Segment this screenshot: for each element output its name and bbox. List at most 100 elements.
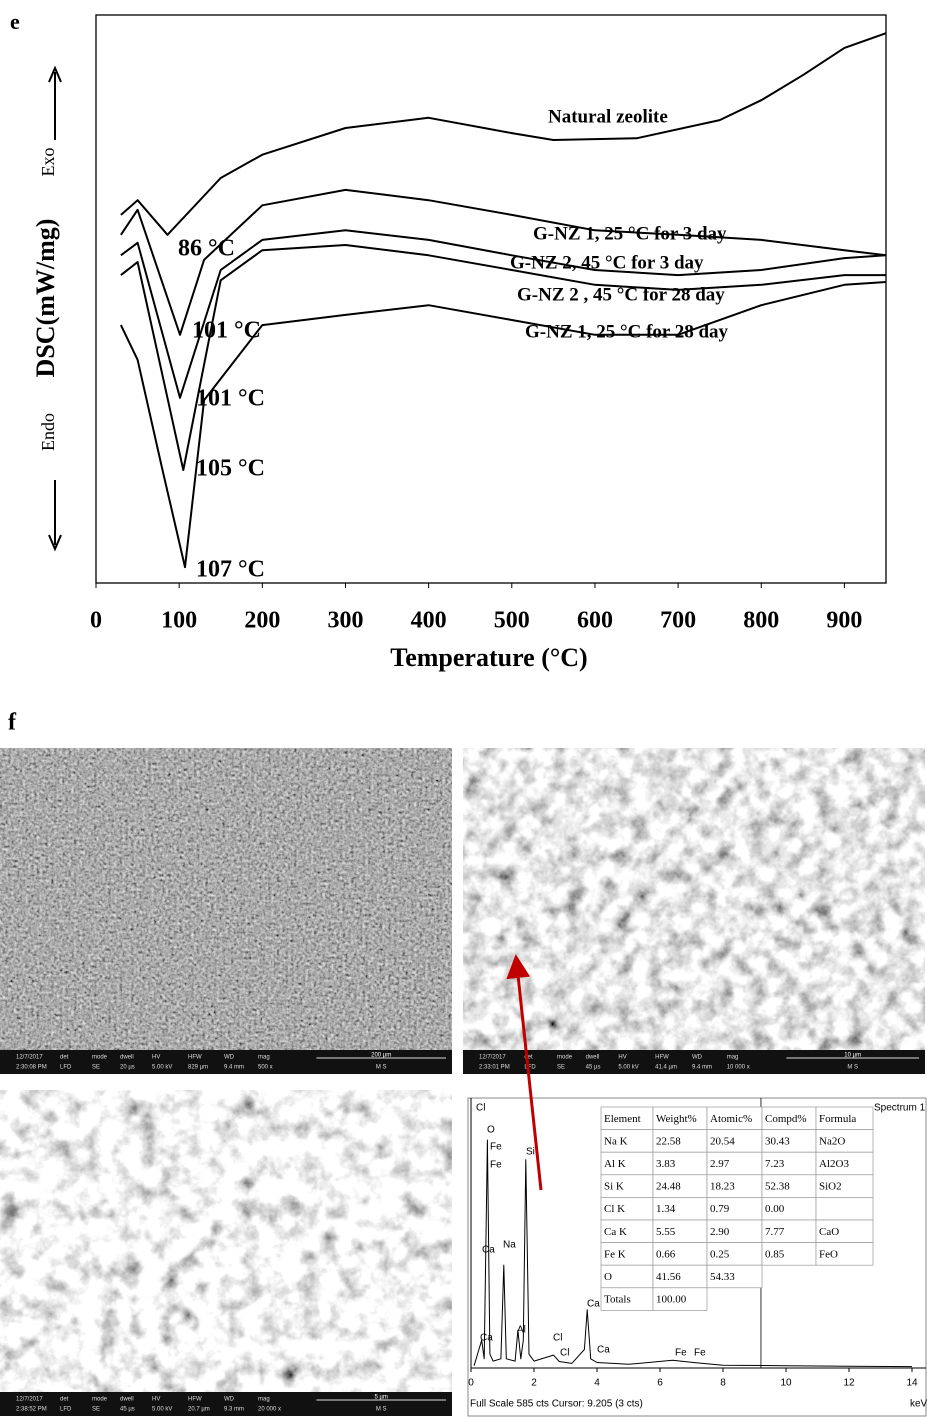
table-text: Atomic% — [710, 1113, 752, 1125]
spectrum — [473, 1139, 913, 1368]
peak-label: Na — [503, 1240, 516, 1251]
table-text: 0.79 — [710, 1203, 730, 1215]
peak-label: Fe — [490, 1142, 502, 1153]
table-text: 2.97 — [710, 1158, 730, 1170]
sem-header: det — [60, 1055, 69, 1061]
table-text: 5.55 — [656, 1226, 676, 1238]
sem-value: SE — [92, 1065, 100, 1071]
dsc-curve — [119, 281, 887, 569]
x-tick-label: 0 — [468, 1378, 474, 1389]
spectrum-title: Spectrum 1 — [874, 1103, 926, 1114]
sem-header: dwell — [586, 1055, 600, 1061]
table-text: 41.56 — [656, 1271, 681, 1283]
sem-value: 9.4 mm — [224, 1065, 244, 1071]
table-text: Formula — [819, 1113, 856, 1125]
table-text: Si K — [604, 1181, 624, 1193]
peak-label: Fe — [675, 1348, 687, 1359]
x-axis-label: keV — [910, 1399, 927, 1410]
sem-value: 20 µs — [120, 1065, 135, 1071]
table-text: 0.85 — [765, 1248, 785, 1260]
sem-header: mode — [557, 1055, 573, 1061]
x-tick-label: 12 — [843, 1378, 855, 1389]
plot-frame — [95, 14, 887, 584]
sem-header: mode — [92, 1055, 108, 1061]
table-text: Weight% — [656, 1113, 697, 1125]
endo-arrow-head — [48, 534, 62, 552]
sem-image — [0, 1090, 452, 1392]
table-text: Totals — [604, 1294, 631, 1306]
x-tick-label: 600 — [577, 608, 613, 634]
sem-value: LFD — [524, 1065, 536, 1071]
sem-value: 5.00 kV — [618, 1065, 638, 1071]
sem-header: HV — [152, 1055, 160, 1061]
table-text: Cl K — [604, 1203, 625, 1215]
sem-time: 2:38:52 PM — [16, 1407, 47, 1413]
dsc-curve — [120, 32, 887, 236]
sem-info-bar — [0, 1050, 452, 1074]
sem-value: 45 µs — [586, 1065, 601, 1071]
sem-header: HFW — [188, 1055, 202, 1061]
table-text: Na K — [604, 1135, 628, 1147]
sem-header: HFW — [188, 1397, 202, 1403]
sem-header: mag — [258, 1055, 270, 1061]
sem-value: LFD — [60, 1407, 72, 1413]
x-tick-label: 200 — [244, 608, 280, 634]
peak-label: Cl — [553, 1333, 562, 1344]
sem-header: det — [524, 1055, 533, 1061]
series-label: G-NZ 1, 25 °C for 3 day — [533, 223, 727, 244]
sem-value: 829 µm — [188, 1065, 208, 1071]
peak-label: Al — [517, 1325, 526, 1336]
table-text: O — [604, 1271, 612, 1283]
peak-label: Fe — [490, 1160, 502, 1171]
footer: Full Scale 585 cts Cursor: 9.205 (3 cts) — [470, 1399, 643, 1410]
sem-label: M S — [847, 1065, 858, 1071]
x-tick-label: 4 — [594, 1378, 600, 1389]
sem-value: 9.3 mm — [224, 1407, 244, 1413]
exo-label: Exo — [38, 148, 58, 177]
sem-header: WD — [692, 1055, 703, 1061]
sem-date: 12/7/2017 — [16, 1397, 43, 1403]
table-text: 24.48 — [656, 1181, 681, 1193]
sem-value: 5.00 kV — [152, 1407, 172, 1413]
sem-label: M S — [376, 1407, 387, 1413]
peak-label: 107 °C — [196, 557, 265, 583]
table-text: 18.23 — [710, 1181, 735, 1193]
endo-label: Endo — [38, 413, 58, 451]
sem-value: 5.00 kV — [152, 1065, 172, 1071]
sem-header: dwell — [120, 1055, 134, 1061]
table-text: 0.66 — [656, 1248, 676, 1260]
sem-header: det — [60, 1397, 69, 1403]
table-text: 22.58 — [656, 1135, 681, 1147]
sem-header: HV — [152, 1397, 160, 1403]
sem-info-bar — [0, 1392, 452, 1416]
sem-date: 12/7/2017 — [16, 1055, 43, 1061]
table-text: 3.83 — [656, 1158, 676, 1170]
peak-label: Ca — [587, 1299, 600, 1310]
table-text: 30.43 — [765, 1135, 790, 1147]
sem-value: 9.4 mm — [692, 1065, 712, 1071]
table-text: 52.38 — [765, 1181, 790, 1193]
sem-value: SE — [92, 1407, 100, 1413]
table-text: Ca K — [604, 1226, 627, 1238]
dsc-curve — [120, 244, 886, 471]
sem-value: 45 µs — [120, 1407, 135, 1413]
x-tick-label: 10 — [780, 1378, 792, 1389]
sem-header: mag — [258, 1397, 270, 1403]
exo-arrow-head — [48, 65, 62, 83]
x-tick-label: 500 — [494, 608, 530, 634]
x-tick-label: 700 — [660, 608, 696, 634]
table-cell — [706, 1264, 763, 1289]
table-text: Compd% — [765, 1113, 807, 1125]
peak-label: 105 °C — [196, 456, 265, 482]
x-tick-label: 6 — [657, 1378, 663, 1389]
peak-label: O — [487, 1125, 495, 1136]
table-text: 1.34 — [656, 1203, 676, 1215]
table-text: 0.25 — [710, 1248, 730, 1260]
sem-value: 41.4 µm — [655, 1065, 677, 1071]
table-text: SiO2 — [819, 1181, 842, 1193]
sem-image — [0, 748, 452, 1050]
panel-label: e — [10, 9, 20, 34]
table-text: Na2O — [819, 1135, 845, 1147]
y-axis-label: DSC(mW/mg) — [31, 219, 60, 378]
